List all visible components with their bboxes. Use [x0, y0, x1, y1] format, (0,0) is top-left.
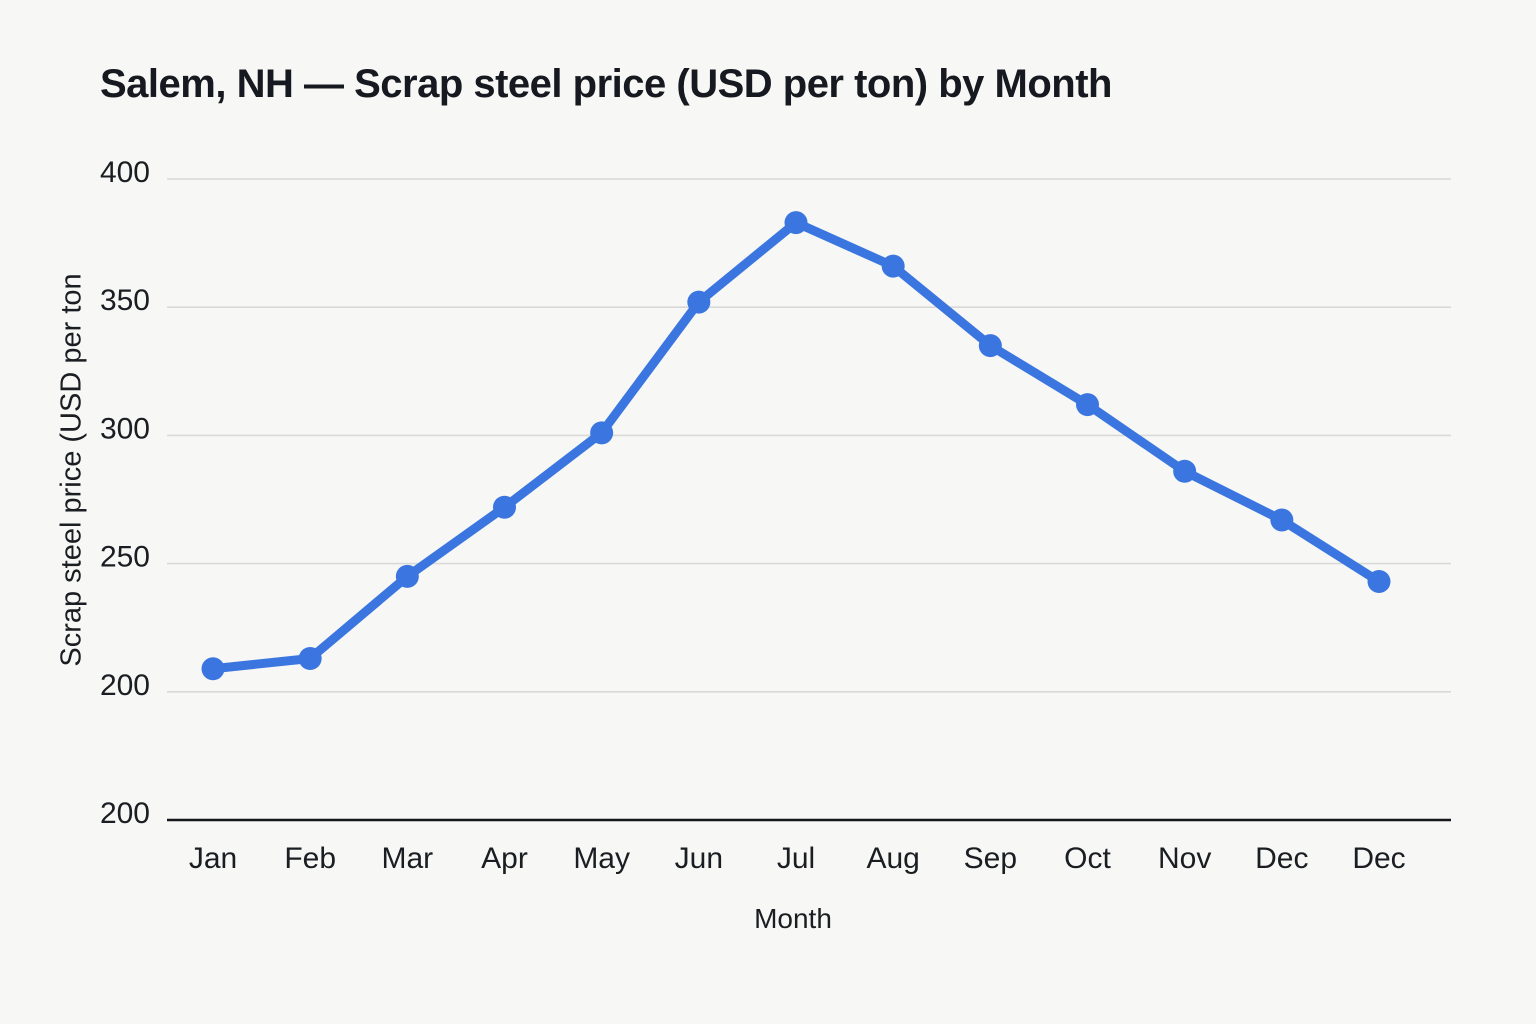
data-point-jan-0 [201, 657, 225, 681]
x-tick-label: Nov [1158, 842, 1211, 875]
y-tick-label: 200 [100, 669, 150, 702]
data-point-nov-10 [1173, 459, 1197, 483]
data-point-apr-3 [493, 495, 516, 519]
chart-title: Salem, NH — Scrap steel price (USD per t… [100, 62, 1112, 106]
data-point-dec-11 [1270, 508, 1294, 532]
data-point-may-4 [590, 421, 614, 445]
data-point-aug-7 [881, 254, 905, 278]
x-tick-label: Dec [1352, 842, 1405, 875]
x-tick-label: Jun [675, 842, 723, 875]
x-tick-label: Apr [481, 842, 528, 875]
data-point-jul-6 [784, 211, 808, 235]
x-axis-title: Month [754, 903, 832, 934]
x-tick-label: Dec [1255, 842, 1308, 875]
x-tick-label: Sep [964, 842, 1017, 875]
x-tick-label: Jul [777, 842, 815, 875]
x-tick-label: Jan [189, 842, 237, 875]
y-tick-label: 200 [100, 797, 150, 830]
x-tick-label: May [573, 842, 630, 875]
data-point-mar-2 [395, 564, 419, 588]
x-tick-label: Mar [381, 842, 433, 875]
y-tick-label: 350 [100, 284, 150, 317]
data-point-feb-1 [298, 646, 322, 670]
x-tick-label: Oct [1064, 842, 1111, 875]
data-point-dec-12 [1367, 570, 1391, 594]
x-tick-label: Aug [866, 842, 919, 875]
y-tick-label: 300 [100, 412, 150, 445]
y-tick-label: 250 [100, 541, 150, 574]
data-point-oct-9 [1076, 393, 1099, 417]
x-tick-label: Feb [284, 842, 336, 875]
y-tick-label: 400 [100, 156, 150, 189]
data-point-jun-5 [687, 290, 711, 314]
data-point-sep-8 [978, 334, 1002, 358]
series-line [208, 218, 1384, 674]
